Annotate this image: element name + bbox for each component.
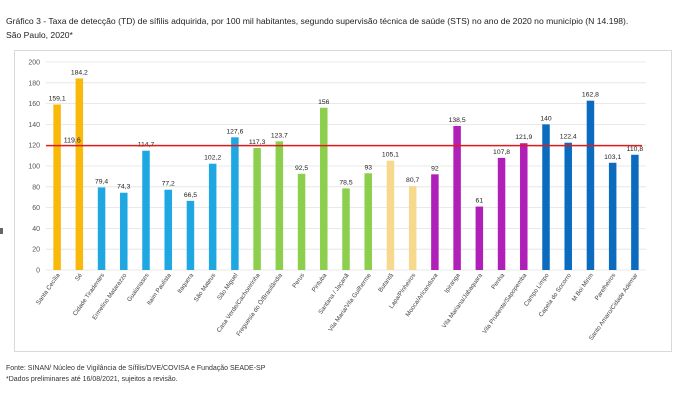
x-tick-label: Perus — [291, 272, 306, 289]
data-label: 122,4 — [560, 134, 577, 141]
bar — [608, 162, 617, 270]
data-label: 105,1 — [382, 152, 399, 159]
data-label: 92,5 — [295, 165, 308, 172]
y-tick-label: 100 — [28, 164, 40, 171]
y-tick-label: 80 — [32, 184, 40, 191]
data-label: 159,1 — [49, 96, 66, 103]
x-tick-label: Butantã — [377, 272, 395, 294]
bar — [53, 104, 61, 270]
bar — [320, 107, 328, 270]
data-label: 117,3 — [249, 139, 266, 146]
chart-title: Gráfico 3 - Taxa de detecção (TD) de síf… — [6, 14, 674, 42]
y-tick-label: 0 — [36, 268, 40, 275]
bar — [142, 150, 150, 270]
data-label: 123,7 — [271, 132, 288, 139]
y-tick-label: 60 — [32, 205, 40, 212]
chart-frame — [14, 50, 672, 352]
bar — [586, 100, 595, 270]
bar — [275, 141, 284, 270]
x-tick-label: Ipiranga — [443, 272, 462, 295]
bar — [231, 137, 239, 270]
data-label: 162,8 — [582, 92, 599, 99]
y-tick-label: 40 — [32, 226, 40, 233]
x-tick-label: Freguesia do Ó/Brasilândia — [235, 272, 284, 338]
data-label: 121,9 — [515, 134, 532, 141]
data-label: 78,5 — [339, 179, 352, 186]
data-label: 80,7 — [406, 177, 419, 184]
chart-title-line2: São Paulo, 2020* — [6, 30, 73, 40]
chart-title-line1: Gráfico 3 - Taxa de detecção (TD) de síf… — [6, 16, 629, 26]
bar — [386, 160, 395, 270]
bar — [497, 157, 506, 270]
bar — [120, 192, 128, 270]
data-label: 140 — [540, 115, 552, 122]
data-label: 77,2 — [162, 181, 175, 188]
y-tick-label: 160 — [28, 101, 40, 108]
x-tick-label: Pirituba — [311, 272, 329, 294]
x-tick-label: Santo Amaro/Cidade Ademar — [588, 272, 640, 342]
data-label: 127,6 — [226, 128, 243, 135]
x-tick-label: São Mateus — [193, 272, 218, 303]
x-tick-label: Parelheiros — [594, 272, 618, 302]
y-tick-label: 200 — [28, 60, 40, 67]
preliminary-note: *Dados preliminares até 16/08/2021, suje… — [6, 376, 178, 383]
bar — [208, 163, 217, 270]
bar — [164, 189, 172, 270]
reference-line-label: 119,6 — [64, 138, 81, 145]
data-label: 110,8 — [627, 146, 644, 153]
x-tick-label: Vila Mariana/Jabaquara — [441, 272, 484, 330]
bar — [253, 148, 261, 270]
bar — [453, 125, 461, 271]
bar — [342, 188, 350, 270]
y-tick-label: 20 — [32, 247, 40, 254]
data-label: 93 — [364, 164, 372, 171]
bar — [364, 173, 372, 270]
data-label: 184,2 — [71, 69, 88, 76]
bar — [297, 173, 306, 270]
data-label: 103,1 — [604, 154, 621, 161]
bar — [542, 124, 550, 271]
bar — [75, 78, 84, 270]
y-tick-label: 180 — [28, 80, 40, 87]
axis-edge-mark — [0, 228, 3, 234]
bar — [97, 187, 106, 270]
source-note: Fonte: SINAN/ Núcleo de Vigilância de Sí… — [6, 365, 266, 372]
x-tick-label: Vila Prudente/Sapopemba — [481, 272, 528, 336]
bar — [520, 143, 528, 270]
data-label: 92 — [431, 165, 439, 172]
x-tick-label: Casa Verde/Cachoeirinha — [216, 272, 262, 334]
bar — [564, 142, 572, 270]
y-tick-label: 120 — [28, 143, 40, 150]
x-tick-label: Santa Cecília — [35, 272, 62, 307]
data-label: 79,4 — [95, 178, 108, 185]
x-tick-label: Itaquera — [176, 272, 195, 295]
bar — [186, 200, 195, 270]
data-label: 156 — [318, 99, 330, 106]
x-tick-label: Guaianases — [126, 272, 151, 303]
y-tick-label: 140 — [28, 122, 40, 129]
data-label: 74,3 — [117, 184, 130, 191]
data-label: 102,2 — [204, 155, 221, 162]
bar — [631, 154, 639, 270]
x-tick-label: Vila Maria/Vila Guilherme — [327, 272, 373, 333]
bar — [408, 186, 417, 270]
chart-footer: Fonte: SINAN/ Núcleo de Vigilância de Sí… — [6, 363, 265, 385]
x-tick-label: M Boi Mirim — [571, 272, 595, 303]
bar — [431, 174, 439, 270]
x-tick-label: São Miguel — [216, 272, 239, 301]
data-label: 138,5 — [449, 117, 466, 124]
bar — [475, 206, 484, 270]
x-tick-label: Penha — [490, 272, 506, 291]
data-label: 66,5 — [184, 192, 197, 199]
data-label: 61 — [476, 198, 484, 205]
x-tick-label: Sé — [74, 272, 84, 283]
data-label: 107,8 — [493, 149, 510, 156]
